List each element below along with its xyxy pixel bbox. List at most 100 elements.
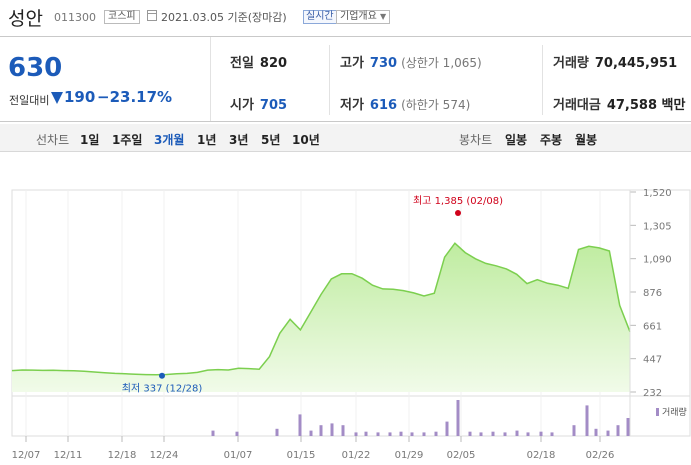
volume-bar <box>616 425 620 436</box>
low-price-label: 저가 <box>340 98 364 113</box>
candle-chart-label: 봉차트 <box>459 133 493 147</box>
period-1w[interactable]: 1주일 <box>112 133 143 147</box>
volume-frame <box>11 395 691 437</box>
volume-bar <box>298 414 302 436</box>
candle-monthly[interactable]: 월봉 <box>575 133 598 147</box>
volume-bar <box>309 430 313 436</box>
x-tick-label: 12/18 <box>108 450 137 461</box>
extreme-markers: 최고 1,385 (02/08) 최저 337 (12/28) <box>122 195 503 395</box>
volume-bar <box>341 425 345 436</box>
x-tick-label: 02/26 <box>586 450 615 461</box>
period-1d[interactable]: 1일 <box>80 133 100 147</box>
period-1y[interactable]: 1년 <box>197 133 217 147</box>
volume-bar <box>354 432 358 436</box>
y-tick-label: 232 <box>643 388 662 399</box>
volume-bar <box>319 425 323 436</box>
chevron-down-icon: ▼ <box>380 12 387 21</box>
y-tick-label: 1,305 <box>643 221 672 232</box>
period-3y[interactable]: 3년 <box>229 133 249 147</box>
volume-bar <box>626 418 630 436</box>
low-price: 저가 616 (하한가 574) <box>340 94 470 113</box>
divider <box>329 45 330 115</box>
x-tick-label: 02/18 <box>527 450 556 461</box>
volume-bar <box>422 432 426 436</box>
down-arrow-icon <box>51 92 63 104</box>
volume-bar <box>594 428 598 436</box>
high-price-value: 730 <box>369 56 398 71</box>
volume-bar <box>491 431 495 436</box>
volume-bar <box>410 432 414 436</box>
max-marker <box>455 209 461 216</box>
change-label: 전일대비 <box>9 94 50 107</box>
y-axis: 1,520 1,305 1,090 876 661 447 232 <box>629 188 672 436</box>
x-tick-label: 01/22 <box>342 450 371 461</box>
trade-amount-label: 거래대금 <box>553 98 601 113</box>
candle-weekly[interactable]: 주봉 <box>540 133 563 147</box>
volume-bar <box>468 431 472 436</box>
trade-volume: 거래량 70,445,951 <box>553 52 677 71</box>
open-price-label: 시가 <box>230 98 254 113</box>
price-panel: 630 전일대비 190 −23.17% 전일 820 시가 705 고가 730 (상… <box>0 36 691 122</box>
min-marker <box>159 372 165 379</box>
change-value: 190 <box>64 88 96 106</box>
quote-date: 2021.03.05 기준(장마감) <box>161 9 287 25</box>
x-tick-label: 01/07 <box>224 450 253 461</box>
period-10y[interactable]: 10년 <box>292 133 320 147</box>
volume-bar <box>275 428 279 436</box>
volume-bar <box>503 432 507 436</box>
volume-bar <box>235 431 239 436</box>
open-price: 시가 705 <box>230 94 287 113</box>
high-price: 고가 730 (상한가 1,065) <box>340 52 482 71</box>
volume-bar <box>388 432 392 436</box>
stock-name: 성안 <box>8 8 43 30</box>
y-tick-label: 1,520 <box>643 188 672 199</box>
volume-bar <box>515 430 519 436</box>
x-tick-label: 01/15 <box>287 450 316 461</box>
volume-bar <box>364 431 368 436</box>
stock-header: 성안 011300 코스피 2021.03.05 기준(장마감) 실시간 기업개… <box>0 0 691 34</box>
market-badge: 코스피 <box>104 10 140 24</box>
prev-close-value: 820 <box>259 56 288 71</box>
volume-bars: 거래량 <box>211 400 687 436</box>
prev-close-label: 전일 <box>230 56 254 71</box>
volume-bar <box>211 430 215 436</box>
current-price: 630 <box>8 53 63 83</box>
high-price-label: 고가 <box>340 56 364 71</box>
volume-bar <box>479 432 483 436</box>
lower-limit: (하한가 574) <box>401 98 471 112</box>
date-value: 2021.03.05 <box>161 11 224 24</box>
candle-daily[interactable]: 일봉 <box>505 133 528 147</box>
calendar-icon <box>147 10 157 21</box>
realtime-button[interactable]: 실시간 <box>303 10 337 24</box>
x-axis: 12/07 12/11 12/18 12/24 01/07 01/15 01/22 01/29… <box>12 436 615 461</box>
volume-bar <box>376 432 380 436</box>
price-line <box>11 242 631 376</box>
y-tick-label: 876 <box>643 288 662 299</box>
x-tick-label: 12/24 <box>150 450 179 461</box>
y-tick-label: 1,090 <box>643 255 672 266</box>
volume-bar <box>456 400 460 436</box>
prev-close: 전일 820 <box>230 52 287 71</box>
price-area <box>12 243 630 392</box>
current-price-box: 630 전일대비 190 −23.17% <box>0 37 211 121</box>
x-tick-label: 12/07 <box>12 450 41 461</box>
low-price-value: 616 <box>369 98 398 113</box>
period-5y[interactable]: 5년 <box>261 133 281 147</box>
change-percent: −23.17% <box>97 88 173 106</box>
period-3m[interactable]: 3개월 <box>154 133 185 147</box>
company-info-dropdown[interactable]: 기업개요 ▼ <box>336 10 391 24</box>
volume-bar <box>434 431 438 436</box>
volume-bar <box>572 425 576 436</box>
volume-bar <box>539 431 543 436</box>
company-info-label: 기업개요 <box>340 11 377 22</box>
open-price-value: 705 <box>259 98 288 113</box>
y-tick-label: 447 <box>643 355 662 366</box>
upper-limit: (상한가 1,065) <box>401 56 482 70</box>
volume-legend-swatch <box>656 408 659 416</box>
max-label: 최고 1,385 (02/08) <box>413 195 503 207</box>
stock-code: 011300 <box>54 11 96 24</box>
x-tick-label: 01/29 <box>395 450 424 461</box>
price-chart: 최고 1,385 (02/08) 최저 337 (12/28) 1,520 1,30… <box>11 188 691 461</box>
volume-bar <box>585 405 589 436</box>
volume-bar <box>399 431 403 436</box>
